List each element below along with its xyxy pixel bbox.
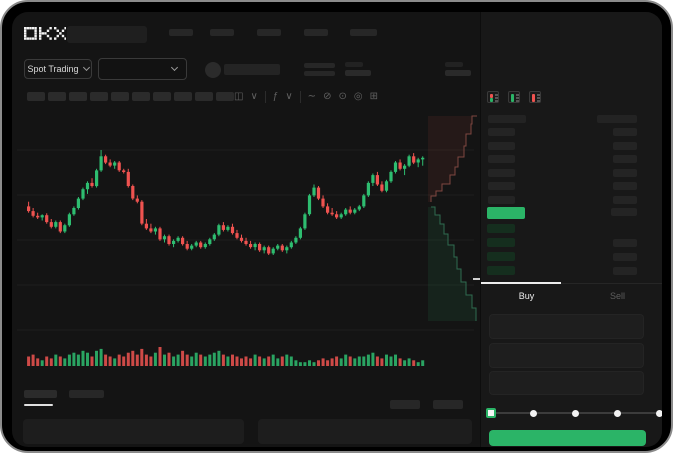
nav-menu-item[interactable] <box>257 29 281 36</box>
price-line-placeholder <box>304 63 335 68</box>
chart-tool-icons: ◫ ∨ ƒ ∨ ∼ ⊘ ⊙ ◎ ⊞ <box>234 91 378 103</box>
active-tab-underline <box>24 404 53 406</box>
line-tool-icon[interactable]: ∼ <box>307 91 317 102</box>
timeframe-button[interactable] <box>216 92 234 101</box>
nav-menu-item[interactable] <box>169 29 193 36</box>
expand-icon[interactable]: ⊞ <box>369 91 378 102</box>
slider-handle[interactable] <box>486 408 496 418</box>
ask-price-bar[interactable] <box>488 182 515 190</box>
history-filter-1[interactable] <box>390 400 420 409</box>
stat-value-placeholder <box>445 70 471 76</box>
ask-price-bar[interactable] <box>488 155 515 163</box>
last-price-highlight <box>487 207 525 219</box>
coin-avatar <box>205 62 221 78</box>
book-bids-icon[interactable] <box>508 91 520 103</box>
open-orders-panel <box>23 419 244 444</box>
amount-slider[interactable] <box>481 402 662 424</box>
timeframe-button[interactable] <box>27 92 45 101</box>
timeframe-button[interactable] <box>153 92 171 101</box>
bid-price-bar[interactable] <box>487 224 515 233</box>
eraser-icon[interactable]: ⊘ <box>323 91 332 102</box>
panel-divider <box>481 283 662 284</box>
nav-menu-item[interactable] <box>304 29 328 36</box>
ask-amount-bar <box>613 128 637 136</box>
orderbook-header-price <box>488 115 526 123</box>
market-type-dropdown[interactable]: Spot Trading <box>24 59 92 79</box>
timeframe-button[interactable] <box>132 92 150 101</box>
total-input[interactable] <box>489 371 644 395</box>
slider-stop-dot[interactable] <box>571 409 579 417</box>
timeframe-buttons <box>27 92 234 101</box>
slider-stop-dot[interactable] <box>613 409 621 417</box>
stat-label-placeholder <box>345 62 363 67</box>
last-price-amount <box>611 208 637 216</box>
change-line-placeholder <box>304 71 335 76</box>
chevron-down-icon <box>82 63 90 72</box>
stat-value-placeholder <box>345 70 371 76</box>
orderbook-view-toggles <box>487 91 541 103</box>
bid-price-bar[interactable] <box>487 266 515 275</box>
candlestick-chart[interactable] <box>12 107 480 372</box>
chart-tab-2[interactable] <box>69 390 104 398</box>
camera-icon[interactable]: ⊙ <box>338 91 347 102</box>
chart-tab-1[interactable] <box>24 390 57 398</box>
amount-input[interactable] <box>489 343 644 368</box>
timeframe-button[interactable] <box>111 92 129 101</box>
tab-buy[interactable]: Buy <box>518 291 535 301</box>
slider-stop-dot[interactable] <box>529 409 537 417</box>
ask-amount-bar <box>613 195 637 204</box>
ask-amount-bar <box>613 182 637 190</box>
timeframe-button[interactable] <box>195 92 213 101</box>
ask-amount-bar <box>613 141 637 150</box>
ask-price-bar[interactable] <box>488 128 515 136</box>
order-history-panel <box>258 419 472 444</box>
buy-tab-indicator <box>481 282 561 284</box>
slider-stop-dot[interactable] <box>655 409 662 417</box>
history-filter-2[interactable] <box>433 400 463 409</box>
pair-title-placeholder <box>67 26 147 43</box>
buy-submit-button[interactable] <box>489 430 646 446</box>
ask-price-bar[interactable] <box>488 141 515 150</box>
depth-chart[interactable] <box>428 112 480 337</box>
ask-price-bar[interactable] <box>488 168 515 177</box>
app-window: Spot Trading ◫ ∨ ƒ ∨ ∼ ⊘ ⊙ ◎ ⊞ <box>12 12 662 447</box>
bid-amount-bar <box>613 253 637 261</box>
chevron-down-icon[interactable]: ∨ <box>250 91 258 102</box>
bid-price-bar[interactable] <box>487 238 515 247</box>
bid-price-bar[interactable] <box>487 252 515 261</box>
okx-logo <box>24 27 66 40</box>
price-input[interactable] <box>489 314 644 339</box>
right-panel: Buy Sell <box>480 12 662 447</box>
ask-amount-bar <box>613 168 637 177</box>
toolbar-divider <box>299 91 301 103</box>
timeframe-button[interactable] <box>174 92 192 101</box>
book-asks-icon[interactable] <box>529 91 541 103</box>
market-type-label: Spot Trading <box>27 64 79 74</box>
chevron-down-icon[interactable]: ∨ <box>285 91 293 102</box>
settings-icon[interactable]: ◎ <box>353 91 363 102</box>
ask-price-bar[interactable] <box>488 195 515 204</box>
bid-amount-bar <box>613 239 637 247</box>
timeframe-button[interactable] <box>90 92 108 101</box>
toolbar-divider <box>264 91 266 103</box>
book-all-icon[interactable] <box>487 91 499 103</box>
symbol-dropdown[interactable] <box>98 58 187 80</box>
pair-name-placeholder <box>224 64 280 75</box>
trade-tabs: Buy Sell <box>481 285 662 307</box>
timeframe-button[interactable] <box>48 92 66 101</box>
orderbook-header-amount <box>597 115 637 123</box>
chevron-down-icon <box>170 63 179 72</box>
fx-indicator-icon[interactable]: ƒ <box>272 91 279 102</box>
ask-amount-bar <box>613 155 637 163</box>
candles-icon[interactable]: ◫ <box>234 91 244 102</box>
nav-menu-item[interactable] <box>210 29 234 36</box>
tab-sell[interactable]: Sell <box>609 291 625 301</box>
timeframe-button[interactable] <box>69 92 87 101</box>
nav-menu-item[interactable] <box>350 29 377 36</box>
bid-amount-bar <box>613 267 637 275</box>
stat-label-placeholder <box>445 62 463 67</box>
